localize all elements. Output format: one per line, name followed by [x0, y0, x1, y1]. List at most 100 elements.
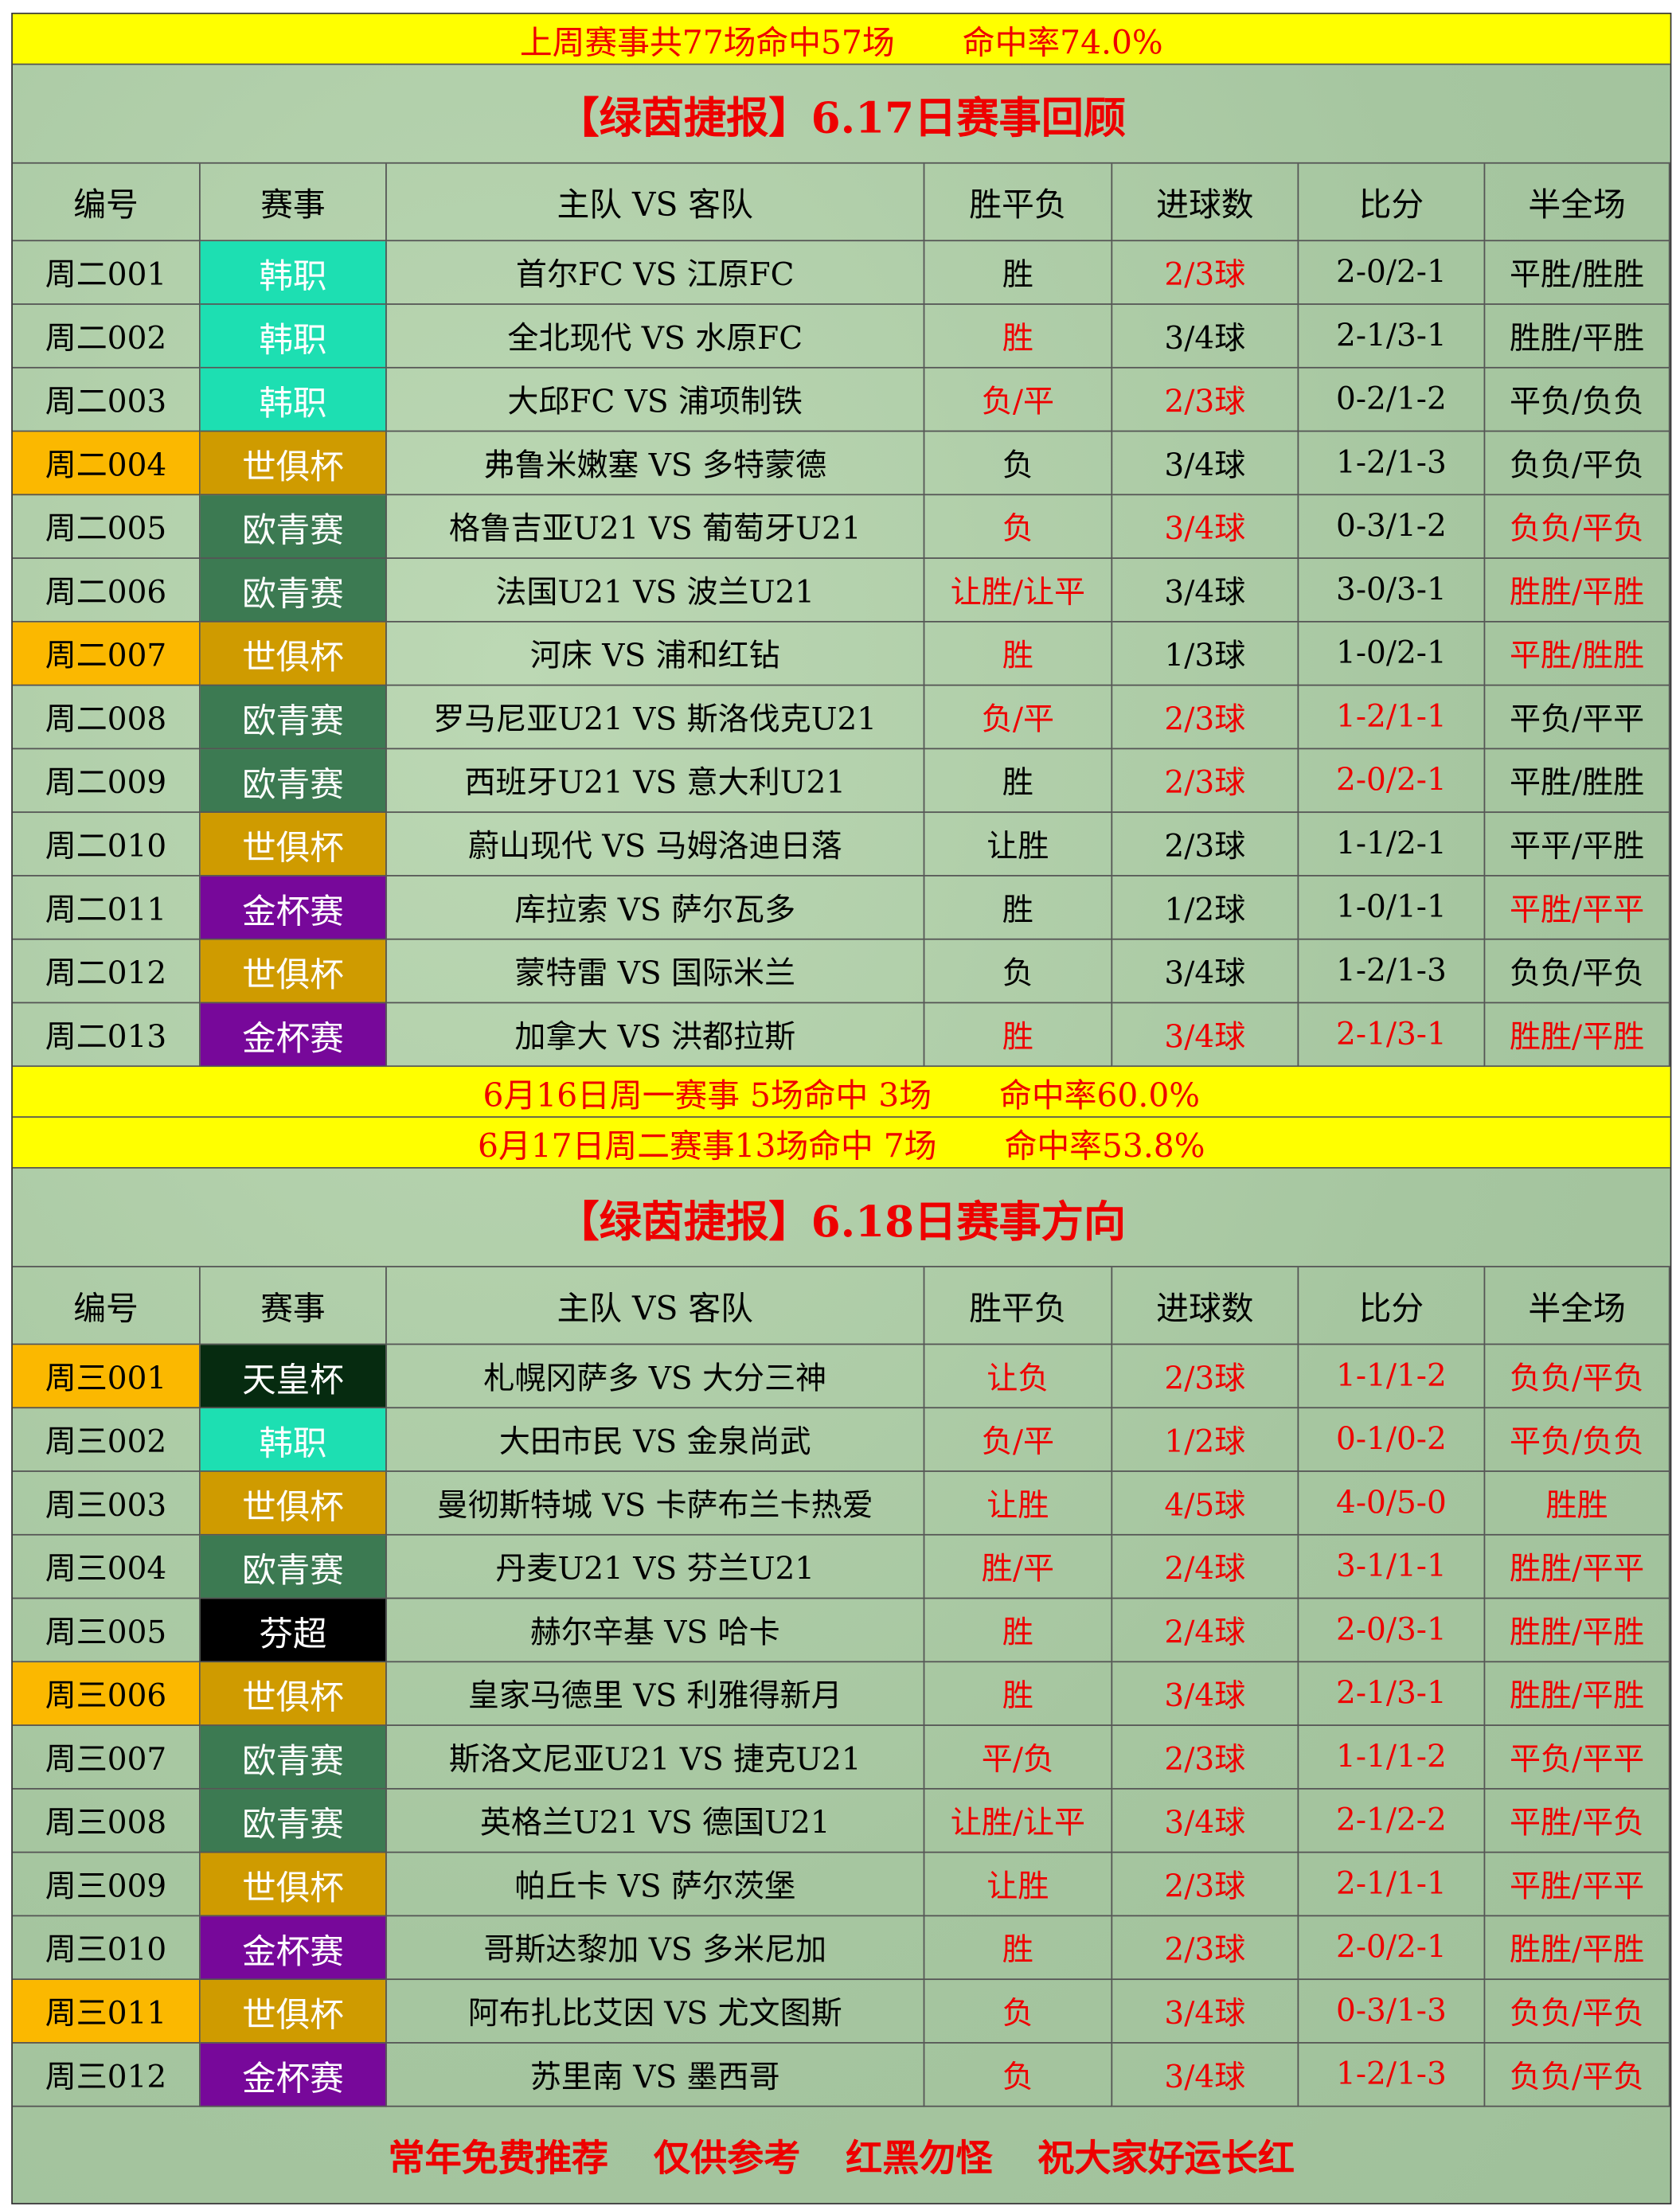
section-title: 【绿茵捷报】6.17日赛事回顾 [12, 65, 1670, 164]
league: 金杯赛 [200, 876, 387, 940]
score: 2-1/2-2 [1299, 1789, 1486, 1853]
result: 让胜/让平 [924, 558, 1113, 623]
league: 欧青赛 [200, 1725, 387, 1790]
league: 金杯赛 [200, 1916, 387, 1981]
teams: 哥斯达黎加 VS 多米尼加 [386, 1916, 925, 1981]
teams: 札幌冈萨多 VS 大分三神 [386, 1345, 925, 1409]
teams: 帕丘卡 VS 萨尔茨堡 [386, 1853, 925, 1917]
result: 胜 [924, 1003, 1113, 1068]
half-full: 胜胜/平胜 [1485, 558, 1670, 623]
goals: 1/2球 [1112, 876, 1299, 940]
score: 0-3/1-3 [1299, 1980, 1486, 2044]
half-full: 平胜/胜胜 [1485, 749, 1670, 814]
match-id: 周三012 [12, 2043, 201, 2107]
score: 2-0/3-1 [1299, 1599, 1486, 1663]
match-id: 周三009 [12, 1853, 201, 1917]
board: 上周赛事共77场命中57场 命中率74.0% 【绿茵捷报】6.17日赛事回顾 编号 赛事… [11, 12, 1672, 2204]
result: 让胜/让平 [924, 1789, 1113, 1853]
score: 2-1/3-1 [1299, 1003, 1486, 1068]
match-id: 周二008 [12, 685, 201, 750]
score: 2-1/1-1 [1299, 1853, 1486, 1917]
footer-text: 常年免费推荐 [388, 2137, 609, 2180]
result: 负/平 [924, 685, 1113, 750]
score: 2-0/2-1 [1299, 749, 1486, 814]
result: 胜 [924, 1599, 1113, 1663]
goals: 2/3球 [1112, 1916, 1299, 1981]
league: 金杯赛 [200, 2043, 387, 2107]
goals: 2/3球 [1112, 1345, 1299, 1409]
teams: 格鲁吉亚U21 VS 葡萄牙U21 [386, 495, 925, 559]
half-full: 平胜/平平 [1485, 876, 1670, 940]
teams: 弗鲁米嫩塞 VS 多特蒙德 [386, 431, 925, 496]
daily-bar: 6月17日周二赛事13场命中 7场 命中率53.8% [12, 1117, 1670, 1169]
match-id: 周三006 [12, 1662, 201, 1726]
match-id: 周三004 [12, 1535, 201, 1599]
match-id: 周二009 [12, 749, 201, 814]
score: 1-0/1-1 [1299, 876, 1486, 940]
score: 4-0/5-0 [1299, 1471, 1486, 1536]
half-full: 平负/负负 [1485, 368, 1670, 432]
match-id: 周三002 [12, 1408, 201, 1472]
teams: 蒙特雷 VS 国际米兰 [386, 939, 925, 1004]
match-id: 周二013 [12, 1003, 201, 1068]
goals: 3/4球 [1112, 2043, 1299, 2107]
result: 负 [924, 2043, 1113, 2107]
footer-text: 仅供参考 [653, 2137, 801, 2180]
half-full: 平平/平胜 [1485, 813, 1670, 877]
teams: 赫尔辛基 VS 哈卡 [386, 1599, 925, 1663]
league: 金杯赛 [200, 1003, 387, 1068]
score: 3-1/1-1 [1299, 1535, 1486, 1599]
header-cell: 胜平负 [924, 163, 1113, 242]
result: 胜 [924, 876, 1113, 940]
footer-text: 红黑勿怪 [846, 2137, 993, 2180]
teams: 罗马尼亚U21 VS 斯洛伐克U21 [386, 685, 925, 750]
score: 0-1/0-2 [1299, 1408, 1486, 1472]
header-cell: 主队 VS 客队 [386, 163, 925, 242]
section-title: 【绿茵捷报】6.18日赛事方向 [12, 1169, 1670, 1267]
header-cell: 编号 [12, 163, 201, 242]
half-full: 胜胜 [1485, 1471, 1670, 1536]
daily-bar: 6月16日周一赛事 5场命中 3场 命中率60.0% [12, 1067, 1670, 1118]
result: 让胜 [924, 813, 1113, 877]
goals: 1/3球 [1112, 622, 1299, 686]
half-full: 平胜/胜胜 [1485, 622, 1670, 686]
goals: 2/3球 [1112, 813, 1299, 877]
score: 1-2/1-1 [1299, 685, 1486, 750]
header-cell: 半全场 [1485, 1267, 1670, 1345]
result: 胜 [924, 1916, 1113, 1981]
teams: 首尔FC VS 江原FC [386, 241, 925, 305]
score: 2-1/3-1 [1299, 1662, 1486, 1726]
header-cell: 进球数 [1112, 1267, 1299, 1345]
teams: 皇家马德里 VS 利雅得新月 [386, 1662, 925, 1726]
score: 3-0/3-1 [1299, 558, 1486, 623]
goals: 3/4球 [1112, 495, 1299, 559]
half-full: 负负/平负 [1485, 939, 1670, 1004]
league: 芬超 [200, 1599, 387, 1663]
result: 负/平 [924, 368, 1113, 432]
result: 负 [924, 939, 1113, 1004]
daily-bar-text: 6月16日周一赛事 5场命中 3场 [483, 1077, 932, 1115]
result: 平/负 [924, 1725, 1113, 1790]
score: 1-1/1-2 [1299, 1725, 1486, 1790]
half-full: 负负/平负 [1485, 1980, 1670, 2044]
header-cell: 半全场 [1485, 163, 1670, 242]
goals: 2/3球 [1112, 241, 1299, 305]
half-full: 胜胜/平胜 [1485, 1003, 1670, 1068]
goals: 1/2球 [1112, 1408, 1299, 1472]
half-full: 平负/平平 [1485, 1725, 1670, 1790]
goals: 2/3球 [1112, 685, 1299, 750]
teams: 阿布扎比艾因 VS 尤文图斯 [386, 1980, 925, 2044]
league: 韩职 [200, 304, 387, 369]
half-full: 平负/平平 [1485, 685, 1670, 750]
teams: 苏里南 VS 墨西哥 [386, 2043, 925, 2107]
teams: 河床 VS 浦和红钻 [386, 622, 925, 686]
half-full: 胜胜/平胜 [1485, 304, 1670, 369]
teams: 大邱FC VS 浦项制铁 [386, 368, 925, 432]
result: 负 [924, 495, 1113, 559]
goals: 3/4球 [1112, 939, 1299, 1004]
goals: 4/5球 [1112, 1471, 1299, 1536]
goals: 3/4球 [1112, 431, 1299, 496]
teams: 斯洛文尼亚U21 VS 捷克U21 [386, 1725, 925, 1790]
match-id: 周二001 [12, 241, 201, 305]
